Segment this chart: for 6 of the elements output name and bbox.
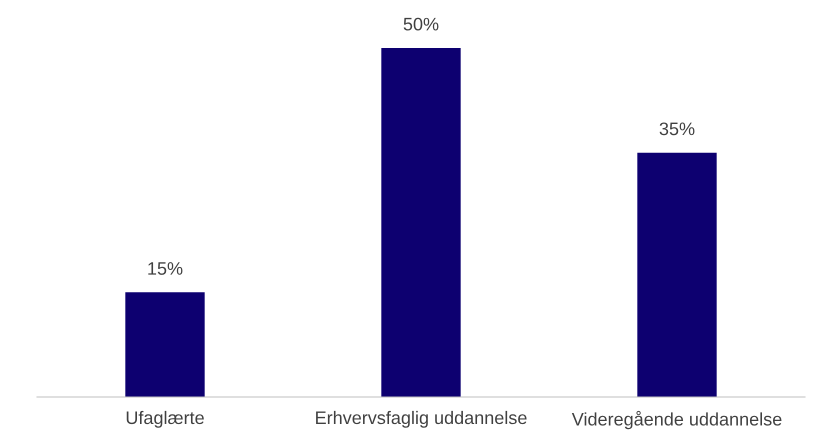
data-label: 50% — [404, 18, 438, 31]
data-label: 35% — [660, 122, 694, 136]
x-tick-label: Videregående uddannelse — [572, 410, 782, 430]
x-tick-label: Ufaglærte — [126, 410, 204, 428]
x-tick-label: Erhvervsfaglig uddannelse — [316, 410, 527, 428]
data-label: 15% — [148, 262, 182, 275]
